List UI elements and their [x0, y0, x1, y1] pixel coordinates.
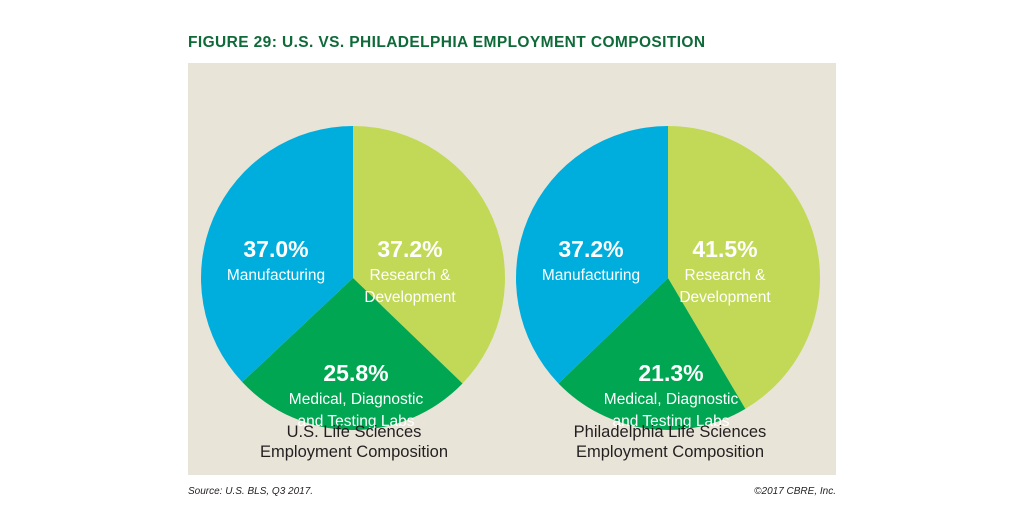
us-research-category-label: Research & [370, 267, 452, 284]
philadelphia-research-category-label: Development [679, 289, 771, 306]
source-note: Source: U.S. BLS, Q3 2017. [188, 486, 314, 497]
us-slice-research [353, 126, 506, 384]
us-pie-caption: U.S. Life Sciences Employment Compositio… [260, 423, 448, 461]
philadelphia-medical-category-label: and Testing Labs [613, 413, 730, 430]
us-research-value-label: 37.2% [377, 236, 442, 262]
philadelphia-medical-category-label: Medical, Diagnostic [604, 391, 739, 408]
us-slice-manufacturing [201, 126, 353, 383]
philadelphia-slice-research [668, 126, 820, 409]
chart-panel: 37.2% Research & Development 25.8% Medical, … [188, 63, 836, 475]
philadelphia-slice-medical [558, 278, 746, 430]
philadelphia-manufacturing-category-label: Manufacturing [542, 267, 640, 284]
us-medical-value-label: 25.8% [323, 360, 388, 386]
philadelphia-pie-caption: Philadelphia Life Sciences Employment Co… [573, 423, 767, 461]
us-slice-medical [242, 278, 463, 431]
us-medical-category-label: and Testing Labs [298, 413, 415, 430]
us-research-category-label: Development [364, 289, 456, 306]
philadelphia-manufacturing-value-label: 37.2% [558, 236, 623, 262]
figure-title: FIGURE 29: U.S. VS. PHILADELPHIA EMPLOYM… [188, 34, 706, 51]
philadelphia-slice-manufacturing [515, 126, 668, 384]
philadelphia-research-value-label: 41.5% [692, 236, 757, 262]
us-manufacturing-category-label: Manufacturing [227, 267, 325, 284]
us-medical-category-label: Medical, Diagnostic [289, 391, 424, 408]
copyright-note: ©2017 CBRE, Inc. [754, 486, 836, 497]
philadelphia-medical-value-label: 21.3% [638, 360, 703, 386]
us-manufacturing-value-label: 37.0% [243, 236, 308, 262]
pie-charts: 37.2% Research & Development 25.8% Medical, … [188, 63, 836, 475]
philadelphia-research-category-label: Research & [685, 267, 767, 284]
